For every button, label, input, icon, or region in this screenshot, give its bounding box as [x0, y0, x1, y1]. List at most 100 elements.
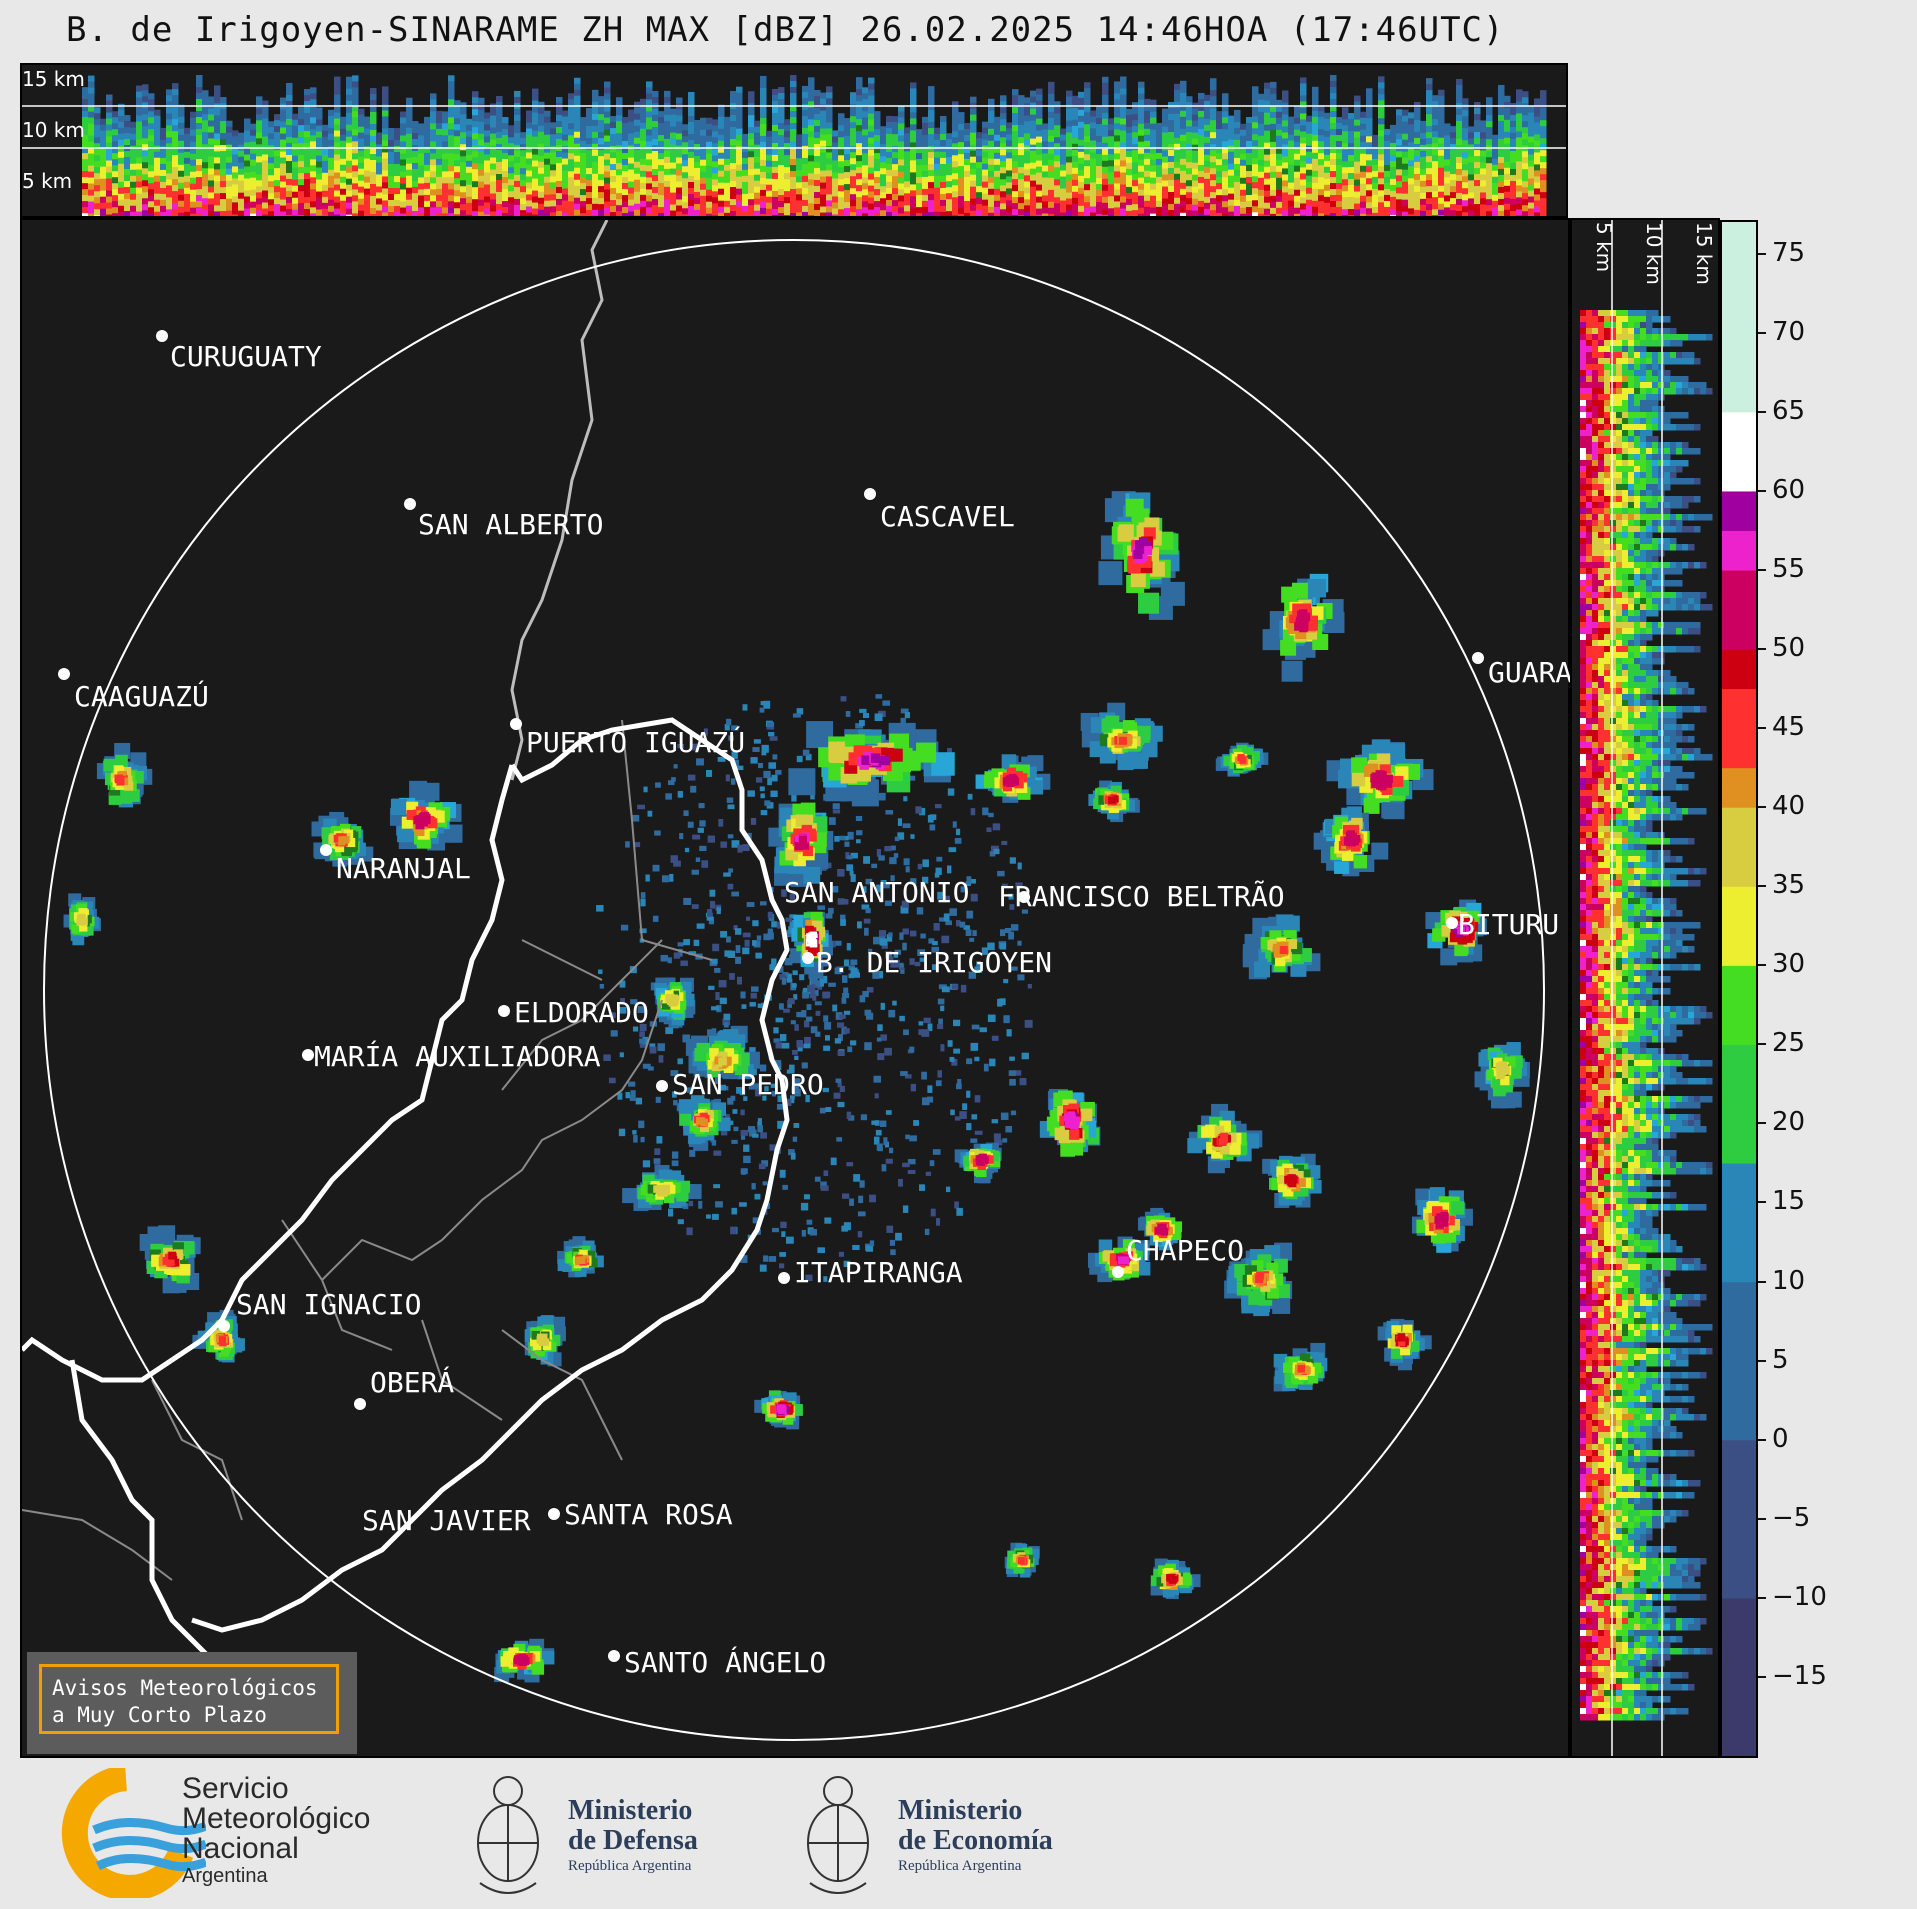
cross-section-pixel	[1078, 139, 1085, 147]
cross-section-pixel	[250, 171, 257, 179]
cross-section-pixel	[1426, 180, 1433, 187]
cross-section-pixel	[1486, 151, 1493, 158]
chart-title: B. de Irigoyen-SINARAME ZH MAX [dBZ] 26.…	[66, 10, 1505, 50]
cross-section-pixel	[184, 187, 191, 195]
cross-section-pixel	[1012, 107, 1019, 114]
cross-section-pixel	[298, 143, 305, 150]
cross-section-pixel	[1042, 183, 1049, 190]
cross-section-pixel	[1342, 209, 1349, 216]
cross-section-pixel	[730, 175, 737, 182]
cross-section-pixel	[652, 187, 659, 194]
cross-section-pixel	[1138, 141, 1145, 149]
cross-section-pixel	[544, 134, 551, 142]
cross-section-pixel	[424, 122, 431, 130]
cross-section-pixel	[736, 182, 743, 190]
cross-section-pixel	[862, 207, 869, 214]
cross-section-pixel	[526, 188, 533, 195]
cross-section-pixel	[994, 134, 1001, 142]
cross-section-pixel	[1348, 191, 1355, 198]
cross-section-pixel	[136, 91, 143, 99]
cross-section-pixel	[1156, 200, 1163, 208]
cross-section-pixel	[820, 182, 827, 190]
cross-section-pixel	[406, 181, 413, 189]
cross-section-pixel	[346, 178, 353, 186]
cross-section-pixel	[508, 125, 515, 132]
cross-section-pixel	[136, 163, 143, 171]
cross-section-pixel	[856, 203, 863, 210]
cross-section-pixel	[832, 148, 839, 155]
cross-section-pixel	[1540, 210, 1547, 217]
cross-section-pixel	[1192, 210, 1199, 218]
cross-section-pixel	[316, 209, 323, 217]
cross-section-pixel	[1168, 107, 1175, 115]
cross-section-pixel	[1012, 155, 1019, 162]
cross-section-pixel	[586, 126, 593, 133]
cross-section-pixel	[1522, 157, 1529, 164]
echo-pixel	[974, 1095, 981, 1103]
cross-section-pixel	[742, 181, 749, 189]
cross-section-pixel	[910, 124, 917, 131]
echo-pixel	[837, 868, 845, 877]
cross-section-pixel	[1450, 162, 1457, 169]
cross-section-pixel	[100, 178, 107, 186]
cross-section-pixel	[88, 177, 95, 185]
cross-section-pixel	[208, 174, 215, 181]
cross-section-pixel	[1144, 110, 1151, 118]
cross-section-pixel	[700, 123, 707, 131]
cross-section-pixel	[748, 133, 755, 140]
cross-section-pixel	[1414, 119, 1421, 127]
cross-section-pixel	[634, 113, 641, 121]
cross-section-pixel	[772, 142, 779, 150]
cross-section-pixel	[484, 190, 491, 197]
cross-section-pixel	[844, 208, 851, 215]
cross-section-pixel	[1174, 185, 1181, 193]
cross-section-pixel	[532, 124, 539, 132]
cross-section-pixel	[1210, 126, 1217, 133]
cross-section-pixel	[112, 141, 119, 148]
cross-section-pixel	[790, 159, 797, 166]
cross-section-pixel	[1468, 132, 1475, 139]
cross-section-pixel	[370, 111, 377, 119]
cross-section-pixel	[232, 142, 239, 149]
cross-section-pixel	[736, 122, 743, 130]
cross-section-pixel	[388, 139, 395, 147]
cross-section-pixel	[1240, 123, 1247, 131]
echo-pixel	[750, 992, 757, 999]
cross-section-pixel	[1240, 141, 1247, 149]
cross-section-pixel	[898, 129, 905, 136]
radar-map-panel[interactable]: CURUGUATY SAN ALBERTO CASCAVEL CAAGUAZÚ …	[20, 218, 1572, 1758]
cross-section-pixel	[808, 113, 815, 120]
cross-section-pixel	[988, 164, 995, 172]
cross-section-pixel	[100, 184, 107, 192]
cross-section-pixel	[190, 213, 197, 221]
cross-section-pixel	[736, 146, 743, 154]
cross-section-pixel	[556, 96, 563, 104]
cross-section-pixel	[256, 186, 263, 193]
cross-section-pixel	[1468, 168, 1475, 175]
cross-section-pixel	[166, 173, 173, 180]
cross-section-pixel	[808, 167, 815, 174]
cross-section-pixel	[130, 199, 137, 207]
cross-section-pixel	[94, 119, 101, 126]
cross-section-pixel	[508, 197, 515, 204]
echo-pixel	[955, 828, 961, 836]
cross-section-pixel	[88, 159, 95, 167]
cross-section-pixel	[982, 133, 989, 141]
cross-section-pixel	[1330, 117, 1337, 124]
cross-section-pixel	[922, 212, 929, 220]
cross-section-pixel	[142, 156, 149, 163]
cross-section-pixel	[334, 112, 341, 120]
cross-section-pixel	[724, 212, 731, 220]
cross-section-pixel	[556, 120, 563, 128]
cross-section-pixel	[364, 116, 371, 124]
cross-section-pixel	[1498, 174, 1505, 182]
cross-section-pixel	[676, 157, 683, 164]
cross-section-pixel	[916, 213, 923, 220]
echo-pixel	[805, 753, 812, 761]
cross-section-pixel	[310, 87, 317, 94]
cross-section-pixel	[484, 208, 491, 215]
cross-section-pixel	[364, 188, 371, 196]
cross-section-pixel	[952, 113, 959, 120]
echo-pixel	[900, 905, 909, 914]
cross-section-pixel	[436, 128, 443, 136]
